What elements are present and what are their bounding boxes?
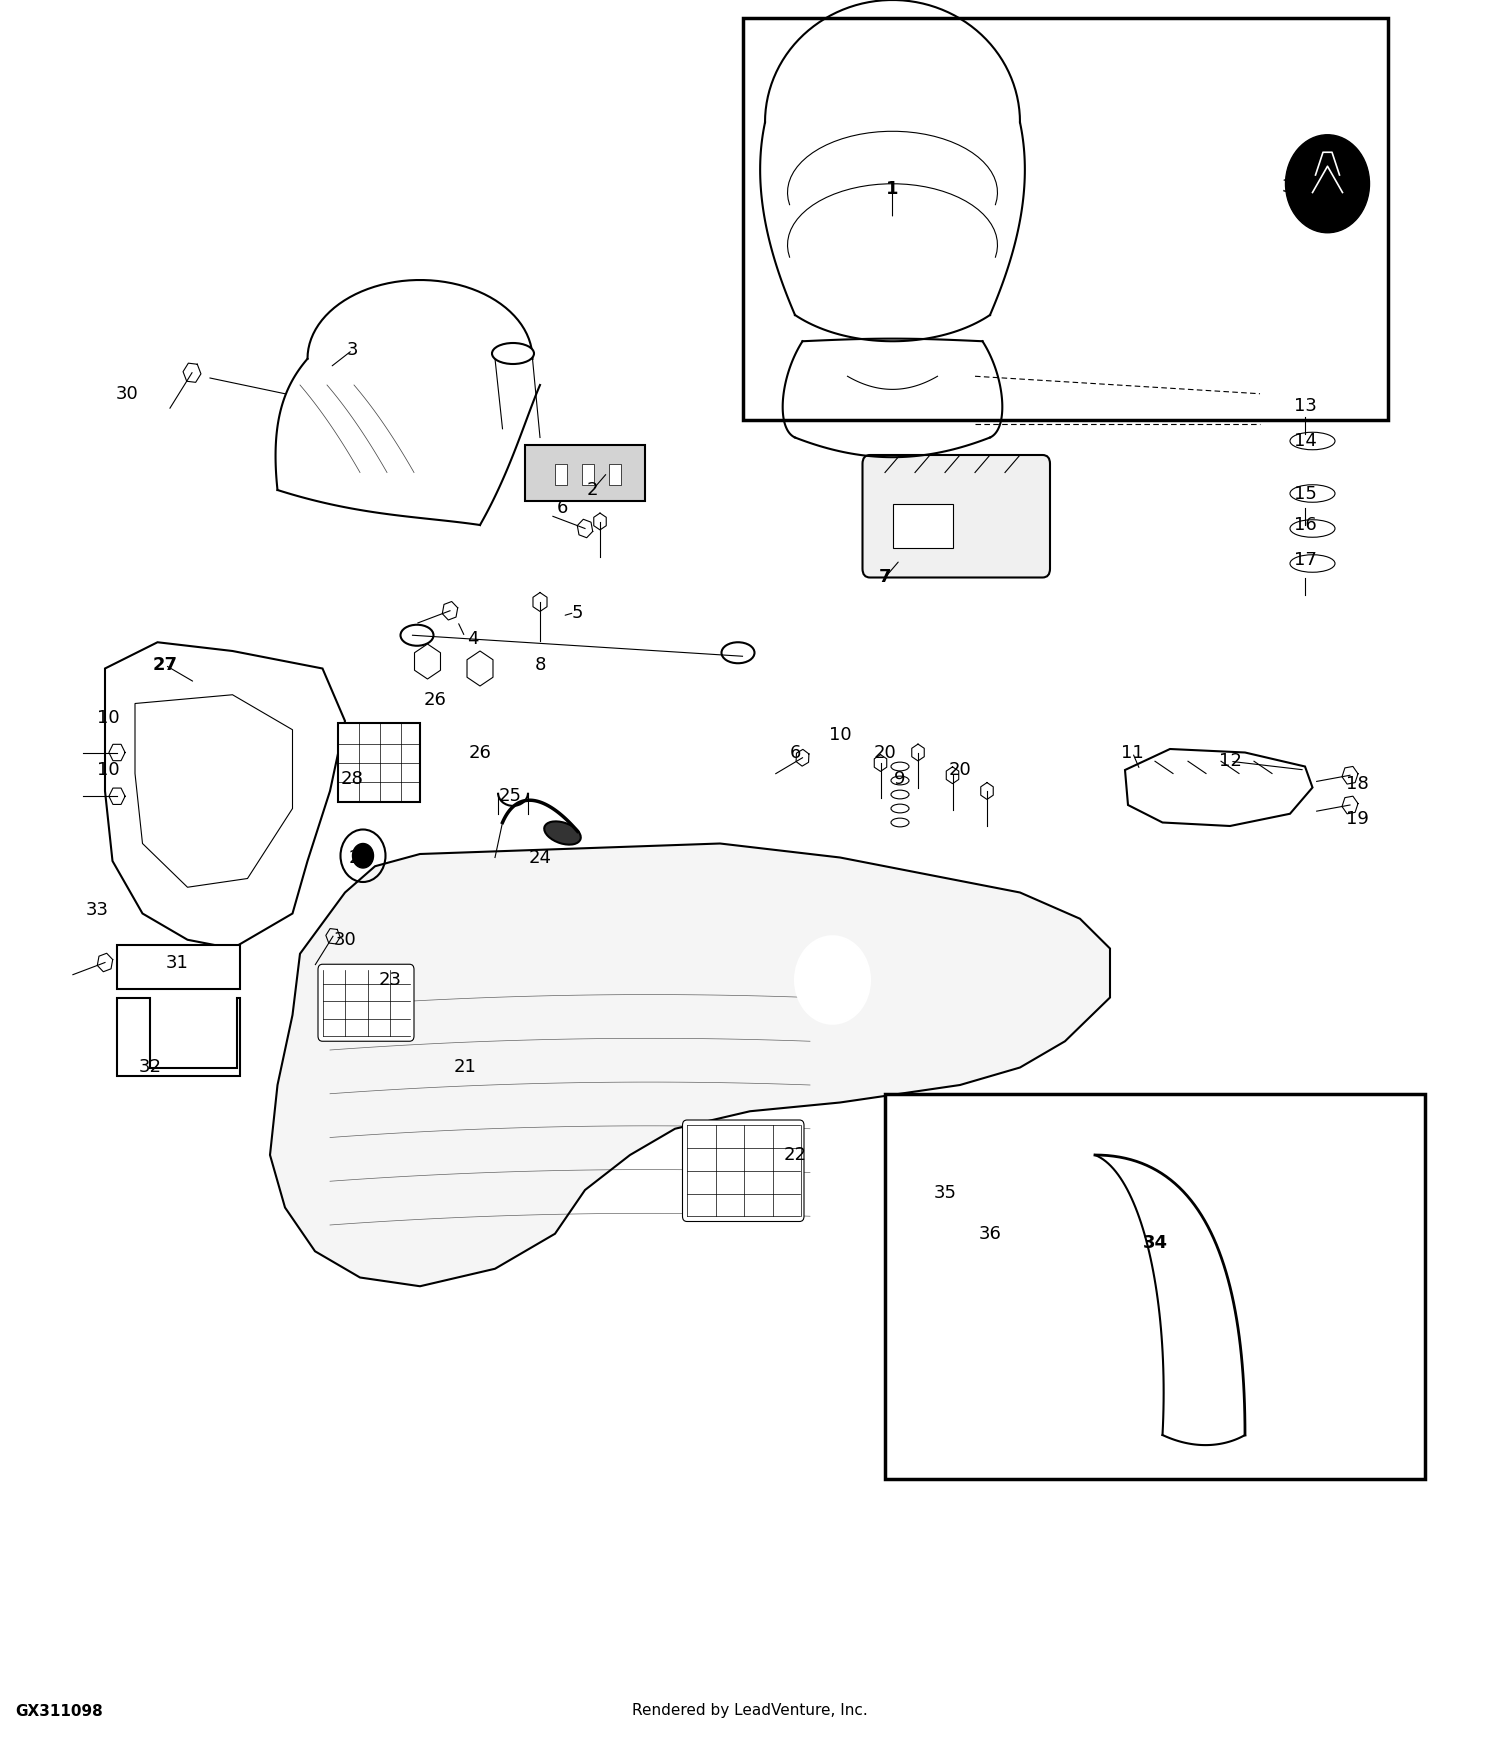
Text: 10: 10 — [96, 709, 120, 726]
Text: 30: 30 — [333, 931, 357, 948]
Polygon shape — [105, 642, 345, 948]
Text: 31: 31 — [165, 954, 189, 971]
Bar — [742, 18, 1388, 420]
Text: 11: 11 — [1120, 744, 1144, 761]
Text: 17: 17 — [1293, 551, 1317, 569]
Text: Rendered by LeadVenture, Inc.: Rendered by LeadVenture, Inc. — [632, 1703, 868, 1718]
Text: 20: 20 — [948, 761, 972, 779]
Text: 10: 10 — [828, 726, 852, 744]
Polygon shape — [1125, 749, 1312, 826]
Text: 29: 29 — [348, 849, 372, 866]
Ellipse shape — [1290, 432, 1335, 450]
Text: 26: 26 — [468, 744, 492, 761]
Bar — [555, 464, 567, 485]
FancyBboxPatch shape — [525, 444, 645, 500]
Text: 4: 4 — [466, 630, 478, 648]
Text: 30: 30 — [116, 385, 140, 402]
Text: 14: 14 — [1293, 432, 1317, 450]
Text: 28: 28 — [340, 770, 364, 788]
Text: 15: 15 — [1293, 485, 1317, 502]
Text: 26: 26 — [423, 691, 447, 709]
Text: 5: 5 — [572, 604, 584, 621]
FancyBboxPatch shape — [682, 1120, 804, 1222]
Ellipse shape — [492, 343, 534, 364]
Ellipse shape — [1290, 555, 1335, 572]
Text: 18: 18 — [1346, 775, 1370, 793]
Text: 21: 21 — [453, 1059, 477, 1076]
Polygon shape — [117, 997, 240, 1076]
Text: 8: 8 — [534, 656, 546, 674]
Text: 20: 20 — [873, 744, 897, 761]
Circle shape — [795, 936, 870, 1024]
Text: 34: 34 — [1143, 1234, 1167, 1251]
Text: 2: 2 — [586, 481, 598, 499]
Bar — [117, 945, 240, 989]
Ellipse shape — [1290, 394, 1335, 411]
Ellipse shape — [400, 625, 433, 646]
Text: 23: 23 — [378, 971, 402, 989]
Text: 35: 35 — [933, 1185, 957, 1202]
Ellipse shape — [722, 642, 754, 663]
Circle shape — [352, 844, 374, 868]
Ellipse shape — [544, 821, 580, 845]
Polygon shape — [414, 644, 441, 679]
Ellipse shape — [1290, 520, 1335, 537]
Text: 10: 10 — [96, 761, 120, 779]
Text: 13: 13 — [1293, 397, 1317, 415]
Text: 1: 1 — [886, 180, 898, 198]
Bar — [892, 504, 952, 548]
Text: 3: 3 — [346, 341, 358, 359]
Text: GX311098: GX311098 — [15, 1703, 102, 1718]
Text: 16: 16 — [1293, 516, 1317, 534]
Bar — [582, 464, 594, 485]
Text: 25: 25 — [498, 788, 522, 805]
Text: 19: 19 — [1346, 810, 1370, 828]
Polygon shape — [466, 651, 494, 686]
Text: 27: 27 — [153, 656, 177, 674]
Text: 24: 24 — [528, 849, 552, 866]
Text: 12: 12 — [1218, 752, 1242, 770]
Text: 7: 7 — [879, 569, 891, 586]
Text: 33: 33 — [86, 901, 109, 919]
Text: 6: 6 — [556, 499, 568, 516]
Text: 22: 22 — [783, 1146, 807, 1164]
Bar — [885, 1094, 1425, 1479]
Text: 9: 9 — [894, 770, 906, 788]
Text: 37: 37 — [1281, 178, 1305, 196]
FancyBboxPatch shape — [318, 964, 414, 1041]
Polygon shape — [270, 844, 1110, 1286]
Text: 36: 36 — [978, 1225, 1002, 1242]
FancyBboxPatch shape — [862, 455, 1050, 578]
Text: 6: 6 — [789, 744, 801, 761]
Ellipse shape — [1290, 485, 1335, 502]
Bar — [609, 464, 621, 485]
Text: 32: 32 — [138, 1059, 162, 1076]
Bar — [338, 723, 420, 802]
Circle shape — [1286, 135, 1370, 233]
